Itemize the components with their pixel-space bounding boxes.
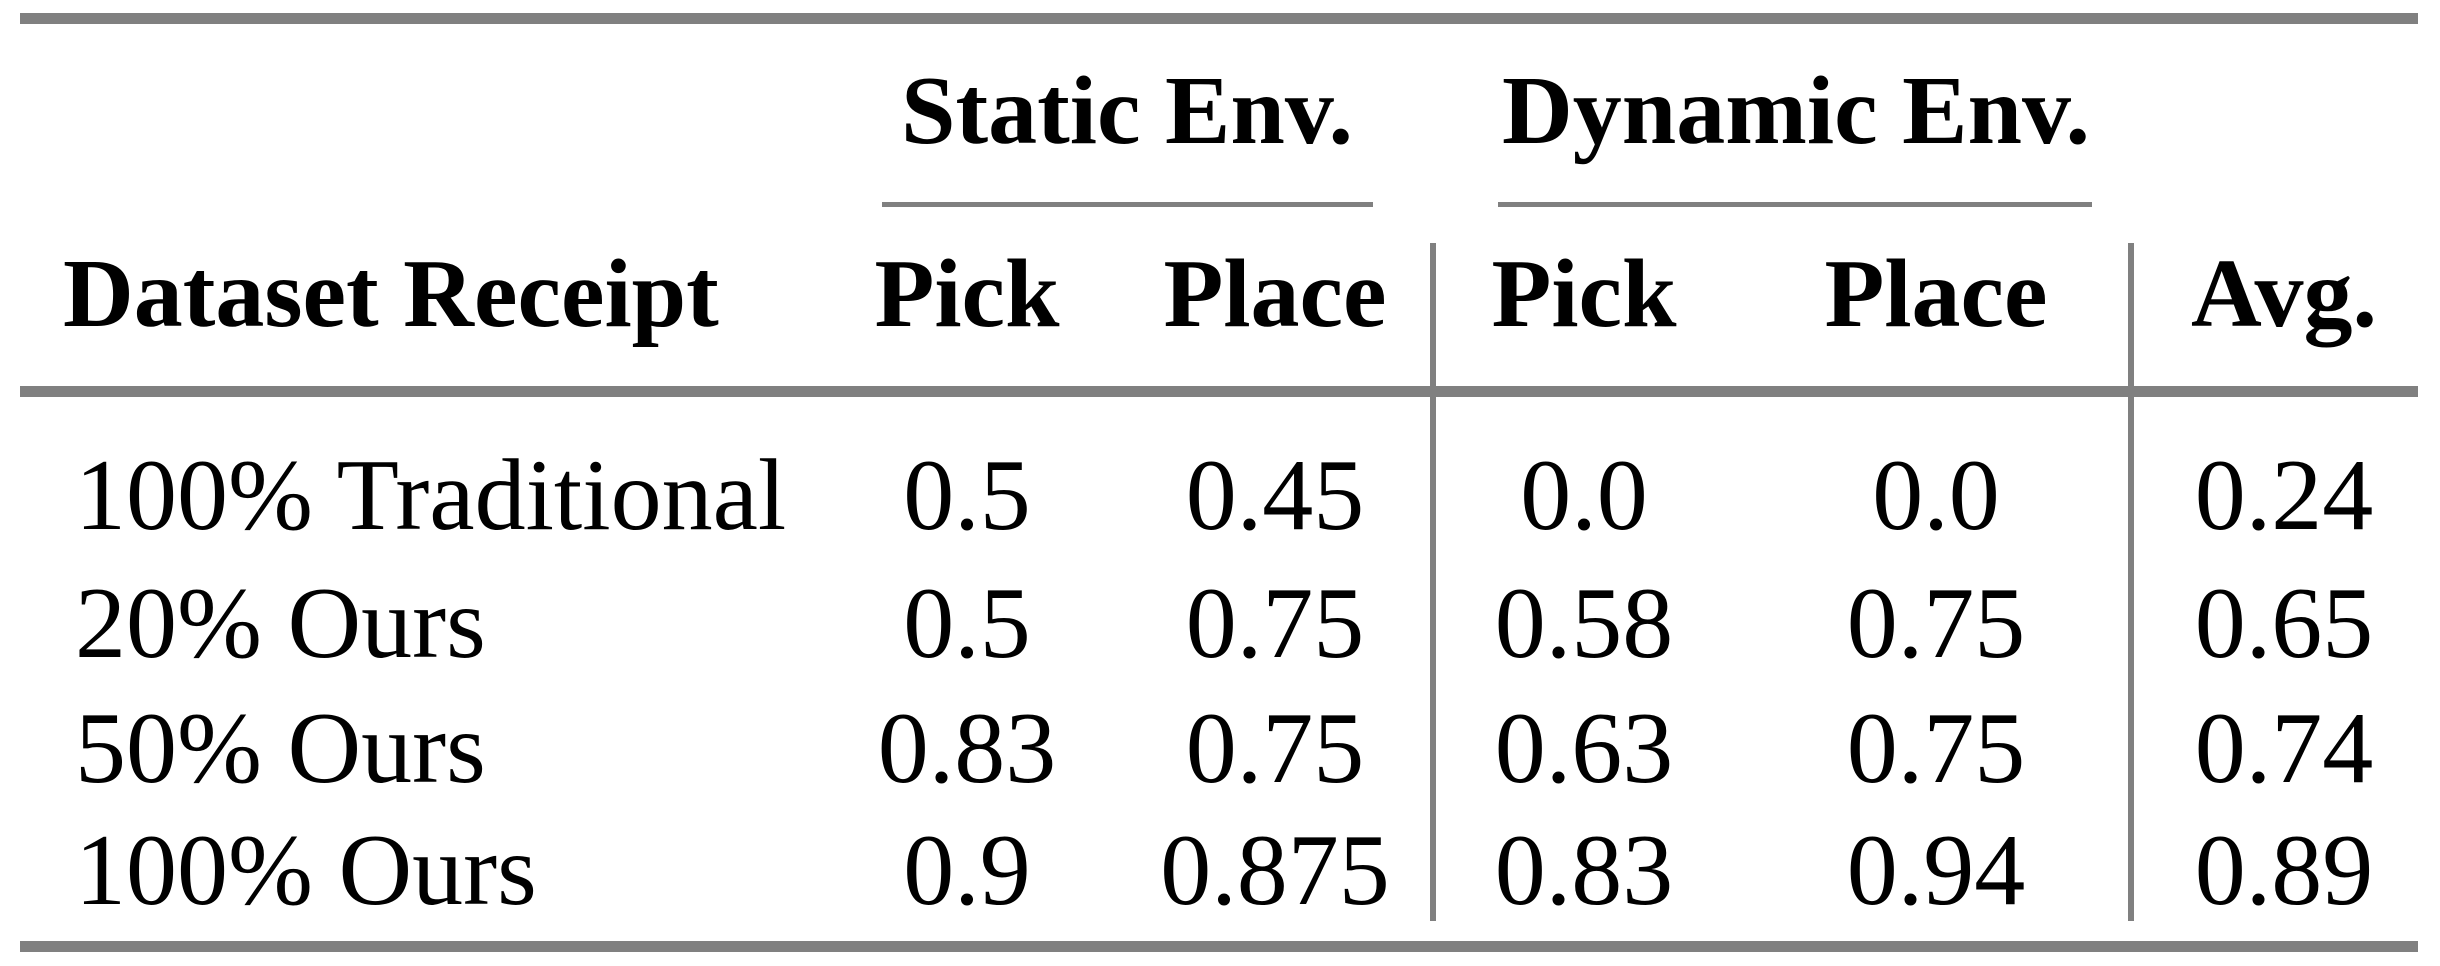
header-rule [20, 386, 2418, 397]
col-group-static-env: Static Env. [901, 57, 1353, 165]
cell-static-pick: 0.5 [903, 567, 1031, 680]
header-avg: Avg. [2191, 240, 2377, 348]
cell-static-place: 0.875 [1160, 814, 1390, 927]
row-label: 20% Ours [75, 567, 486, 680]
cell-avg: 0.74 [2194, 692, 2374, 805]
static-env-cmidrule [882, 202, 1373, 207]
header-dynamic-pick: Pick [1491, 240, 1677, 348]
cell-dynamic-pick: 0.83 [1494, 814, 1674, 927]
cell-dynamic-place: 0.0 [1872, 439, 2000, 552]
cell-static-pick: 0.5 [903, 439, 1031, 552]
header-static-place: Place [1163, 240, 1387, 348]
bottom-rule [20, 941, 2418, 952]
cell-dynamic-pick: 0.0 [1520, 439, 1648, 552]
header-static-pick: Pick [874, 240, 1060, 348]
cell-dynamic-place: 0.75 [1846, 692, 2026, 805]
cell-static-place: 0.75 [1185, 567, 1365, 680]
row-label: 50% Ours [75, 692, 486, 805]
header-dataset-receipt: Dataset Receipt [63, 240, 719, 348]
cell-dynamic-place: 0.94 [1846, 814, 2026, 927]
dynamic-avg-separator [2128, 243, 2134, 921]
cell-avg: 0.65 [2194, 567, 2374, 680]
cell-static-place: 0.75 [1185, 692, 1365, 805]
cell-avg: 0.89 [2194, 814, 2374, 927]
cell-avg: 0.24 [2194, 439, 2374, 552]
top-rule [20, 13, 2418, 24]
col-group-dynamic-env: Dynamic Env. [1501, 57, 2091, 165]
cell-static-place: 0.45 [1185, 439, 1365, 552]
row-label: 100% Traditional [75, 439, 787, 552]
cell-dynamic-place: 0.75 [1846, 567, 2026, 680]
cell-dynamic-pick: 0.63 [1494, 692, 1674, 805]
dynamic-env-cmidrule [1498, 202, 2092, 207]
cell-dynamic-pick: 0.58 [1494, 567, 1674, 680]
row-label: 100% Ours [75, 814, 537, 927]
cell-static-pick: 0.83 [877, 692, 1057, 805]
cell-static-pick: 0.9 [903, 814, 1031, 927]
static-dynamic-separator [1430, 243, 1436, 921]
header-dynamic-place: Place [1824, 240, 2048, 348]
